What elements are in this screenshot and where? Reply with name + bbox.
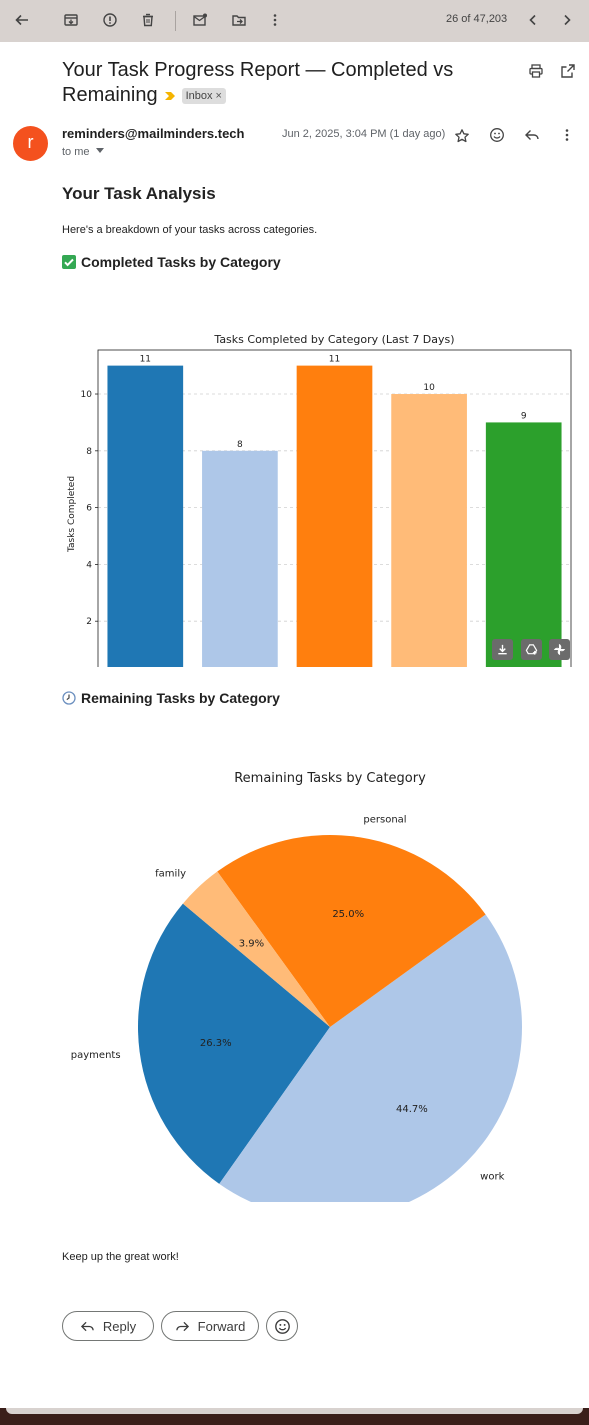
delete-icon[interactable]: [134, 6, 162, 34]
mark-unread-icon[interactable]: [186, 6, 214, 34]
toolbar-divider: [175, 11, 176, 31]
pie-slice-work: [219, 914, 523, 1219]
bar-value-label: 11: [140, 355, 151, 365]
completed-section-heading: Completed Tasks by Category: [62, 254, 281, 270]
pie-slice-payments: [137, 903, 330, 1184]
move-to-icon[interactable]: [225, 6, 253, 34]
pie-chart-title: Remaining Tasks by Category: [234, 771, 426, 786]
message-panel: Your Task Progress Report — Completed vs…: [0, 42, 589, 1408]
pie-chart-svg: Remaining Tasks by Category 26.3% payments…: [71, 771, 523, 1219]
reply-icon[interactable]: [521, 124, 543, 146]
add-to-drive-icon[interactable]: [521, 639, 542, 660]
importance-marker-icon[interactable]: [164, 83, 176, 108]
y-tick-label: 10: [81, 390, 93, 400]
subject-text: Your Task Progress Report — Completed vs…: [62, 59, 454, 106]
body-intro: Here's a breakdown of your tasks across …: [62, 224, 318, 236]
pie-percent-label: 3.9%: [239, 939, 264, 950]
older-chevron-icon[interactable]: [553, 6, 581, 34]
y-tick-label: 8: [86, 447, 92, 457]
remaining-heading-text: Remaining Tasks by Category: [81, 690, 280, 706]
reply-button-label: Reply: [102, 1318, 137, 1334]
pager-count: 26 of 47,203: [446, 13, 508, 25]
sender-avatar[interactable]: r: [13, 126, 48, 161]
completed-heading-text: Completed Tasks by Category: [81, 254, 281, 270]
forward-button[interactable]: Forward: [161, 1311, 259, 1341]
recipient-text: to me: [62, 146, 90, 158]
pie-category-label: family: [155, 868, 186, 879]
pie-percent-label: 44.7%: [396, 1104, 428, 1115]
email-subject: Your Task Progress Report — Completed vs…: [62, 58, 462, 108]
pie-percent-label: 25.0%: [332, 909, 364, 920]
message-more-icon[interactable]: [556, 124, 578, 146]
pie-slice-personal: [217, 835, 486, 1027]
caret-down-icon: [95, 148, 104, 153]
y-tick-label: 2: [86, 617, 92, 627]
emoji-reaction-button[interactable]: [266, 1311, 298, 1341]
open-in-new-window-icon[interactable]: [557, 60, 579, 82]
remove-label-button[interactable]: ×: [215, 89, 222, 102]
remaining-section-heading: Remaining Tasks by Category: [62, 690, 280, 706]
add-reaction-icon[interactable]: [486, 124, 508, 146]
bar-work: [202, 450, 278, 678]
clock-emoji-icon: [62, 691, 76, 705]
label-text: Inbox: [185, 89, 213, 102]
print-icon[interactable]: [525, 60, 547, 82]
body-heading: Your Task Analysis: [62, 184, 216, 203]
bar-value-label: 11: [329, 355, 340, 365]
window-bottom-edge: [0, 1408, 589, 1425]
report-spam-icon[interactable]: [96, 6, 124, 34]
bar-value-label: 8: [237, 440, 243, 450]
pie-slice-family: [182, 871, 330, 1027]
reply-arrow-icon: [80, 1321, 94, 1331]
pie-percent-label: 26.3%: [200, 1038, 232, 1049]
bar-health: [296, 365, 373, 678]
check-mark-emoji-icon: [62, 255, 76, 269]
bar-personal: [391, 394, 467, 678]
bar-chart-svg: 11payments8work11health10personal9family…: [67, 333, 572, 707]
bar-chart-title: Tasks Completed by Category (Last 7 Days…: [213, 333, 454, 346]
forward-button-label: Forward: [197, 1318, 246, 1334]
pie-category-label: personal: [363, 814, 406, 825]
email-date: Jun 2, 2025, 3:04 PM (1 day ago): [282, 128, 446, 140]
save-to-photos-icon[interactable]: [549, 639, 570, 660]
archive-icon[interactable]: [57, 6, 85, 34]
completed-bar-chart: 11payments8work11health10personal9family…: [62, 287, 582, 707]
reply-button[interactable]: Reply: [62, 1311, 154, 1341]
smiley-icon: [274, 1318, 290, 1334]
y-axis-label: Tasks Completed: [67, 476, 77, 553]
toolbar: 26 of 47,203: [0, 0, 589, 42]
pie-category-label: work: [480, 1172, 504, 1183]
recipient-details-toggle[interactable]: to me: [62, 146, 104, 158]
bar-value-label: 10: [423, 383, 435, 393]
forward-arrow-icon: [175, 1321, 189, 1331]
y-tick-label: 4: [86, 560, 92, 570]
star-icon[interactable]: [451, 125, 473, 147]
newer-chevron-icon[interactable]: [519, 6, 547, 34]
bar-family: [485, 422, 562, 678]
download-icon[interactable]: [492, 639, 513, 660]
bar-payments: [107, 365, 184, 678]
closing-text: Keep up the great work!: [62, 1251, 179, 1263]
bar-value-label: 9: [521, 411, 527, 421]
remaining-pie-chart: Remaining Tasks by Category 26.3% payments…: [62, 722, 562, 1219]
sender-address[interactable]: reminders@mailminders.tech: [62, 126, 245, 141]
pie-category-label: payments: [71, 1050, 121, 1061]
inbox-label-chip: Inbox ×: [181, 87, 226, 104]
y-tick-label: 6: [86, 504, 92, 514]
back-arrow-icon[interactable]: [8, 6, 36, 34]
more-vert-icon[interactable]: [261, 6, 289, 34]
